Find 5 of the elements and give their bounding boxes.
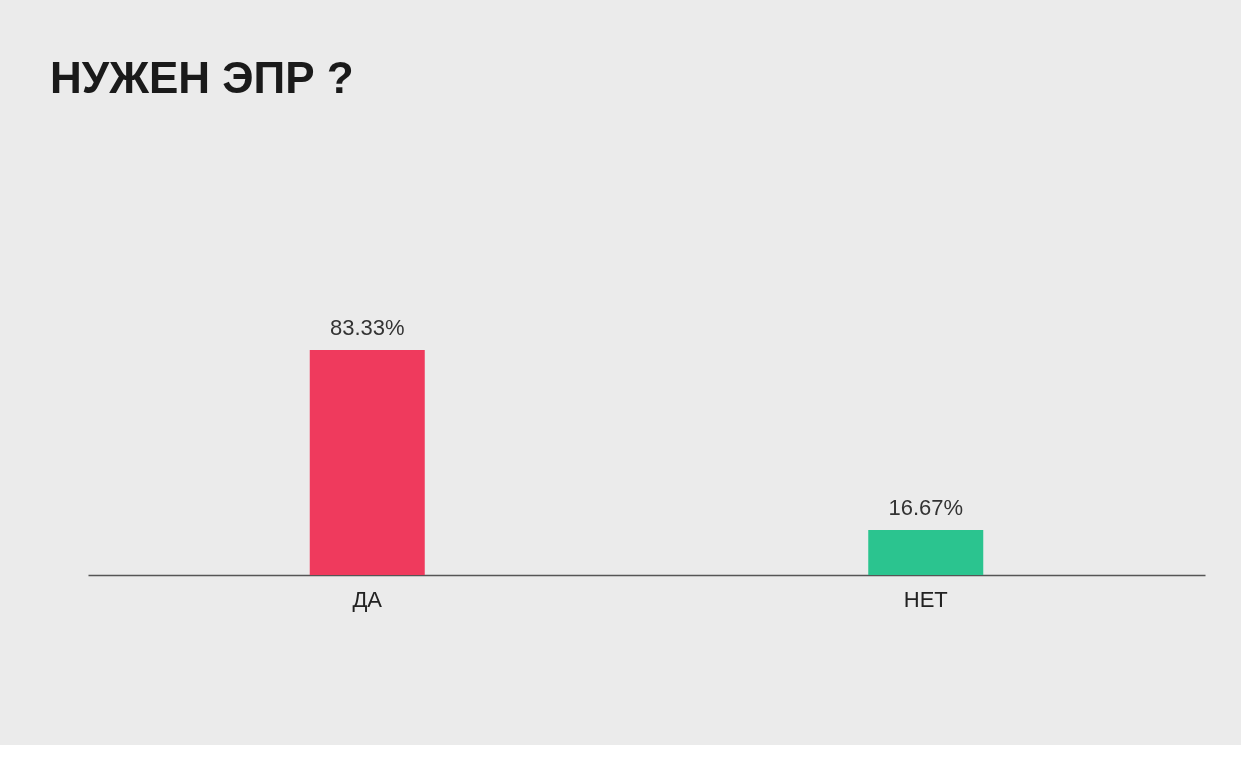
chart-title: НУЖЕН ЭПР ? xyxy=(50,53,354,102)
data-label: 16.67% xyxy=(888,494,964,520)
x-tick-label: ДА xyxy=(352,586,383,612)
data-label: 83.33% xyxy=(329,315,405,340)
x-tick-label: НЕТ xyxy=(903,586,948,612)
